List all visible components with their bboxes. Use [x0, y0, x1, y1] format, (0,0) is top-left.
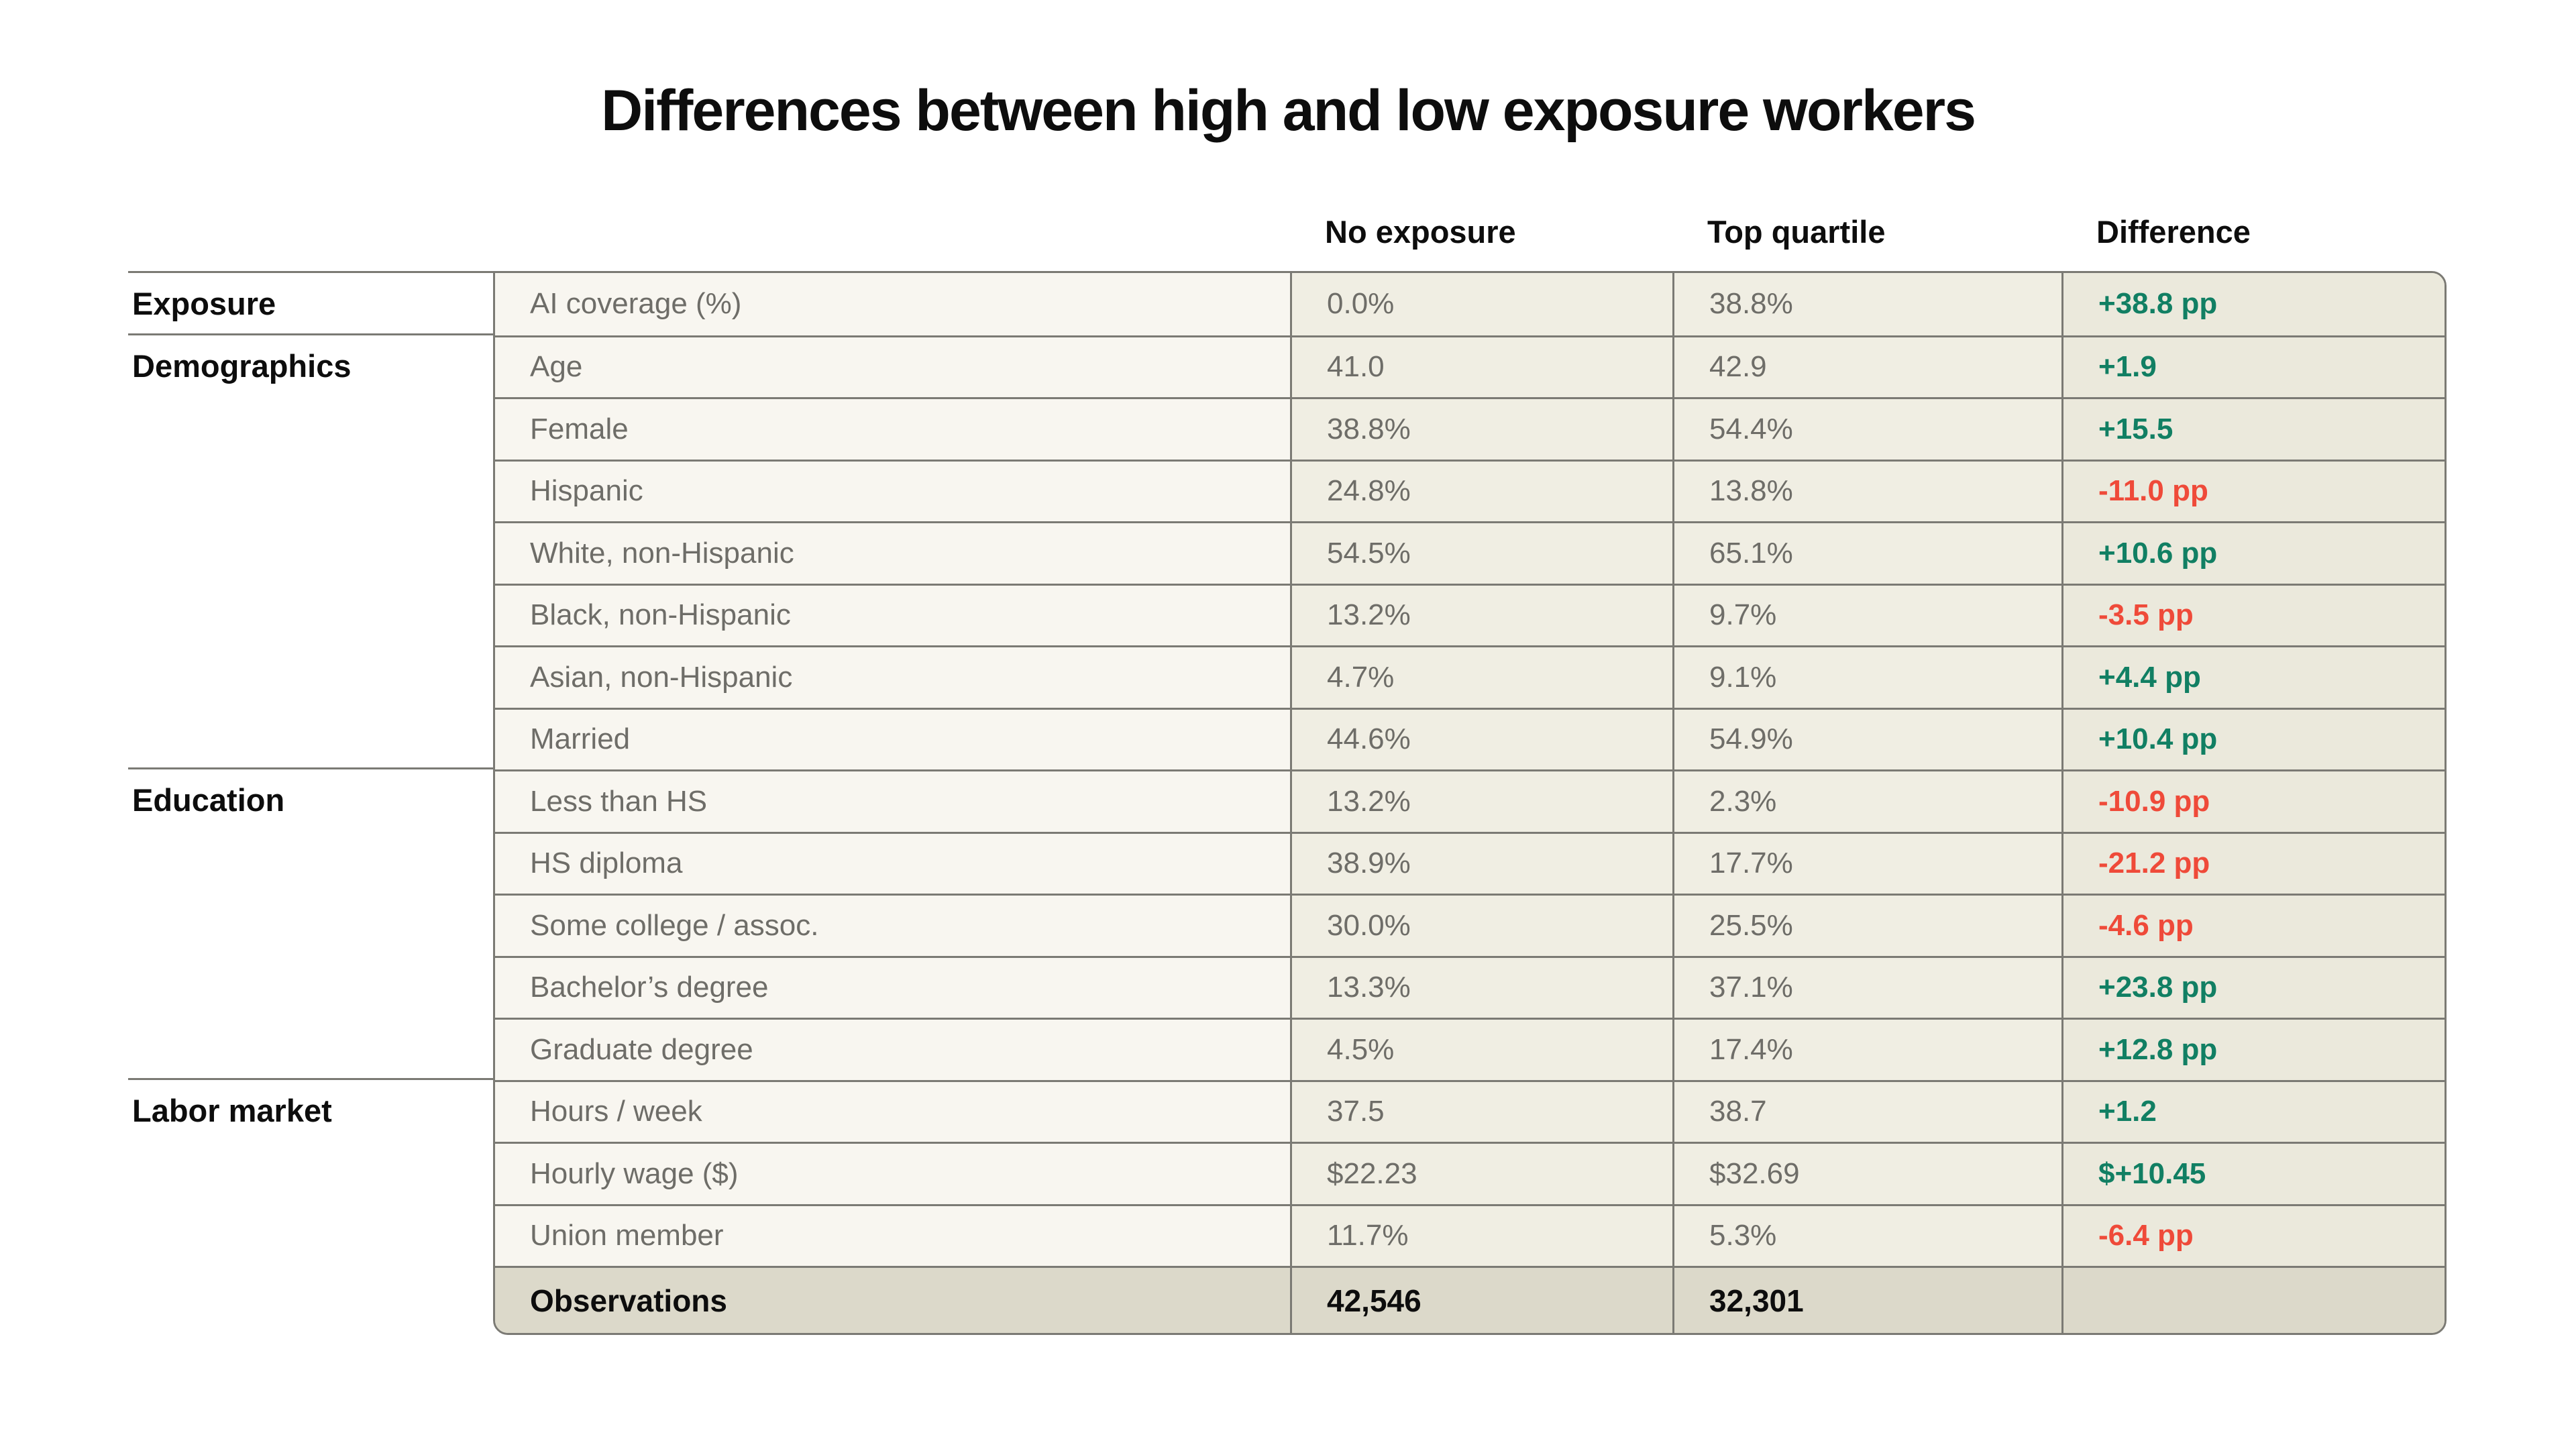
top-quartile-cell: 13.8%	[1672, 459, 2061, 521]
row-label-cell: Less than HS	[495, 769, 1290, 832]
no-exposure-cell: 54.5%	[1290, 521, 1672, 584]
row-label-cell: Hours / week	[495, 1079, 1290, 1142]
observations-no-exposure-cell: 42,546	[1290, 1266, 1672, 1333]
no-exposure-cell: 37.5	[1290, 1079, 1672, 1142]
row-group-column: Exposure Demographics Education Labor marke…	[128, 271, 493, 1335]
no-exposure-cell: 4.7%	[1290, 645, 1672, 708]
no-exposure-cell: 30.0%	[1290, 894, 1672, 956]
no-exposure-cell: 0.0%	[1290, 273, 1672, 335]
top-quartile-cell: 9.7%	[1672, 583, 2061, 645]
no-exposure-cell: 13.2%	[1290, 769, 1672, 832]
no-exposure-cell: 44.6%	[1290, 707, 1672, 769]
no-exposure-cell: 24.8%	[1290, 459, 1672, 521]
row-group-block: Labor market	[128, 1077, 493, 1332]
difference-cell: $+10.45	[2061, 1142, 2445, 1204]
difference-cell: +12.8 pp	[2061, 1018, 2445, 1080]
no-exposure-cell: 4.5%	[1290, 1018, 1672, 1080]
difference-cell: +38.8 pp	[2061, 273, 2445, 335]
top-quartile-cell: 17.7%	[1672, 831, 2061, 894]
row-label-cell: Hourly wage ($)	[495, 1142, 1290, 1204]
row-label-cell: Union member	[495, 1203, 1290, 1266]
no-exposure-cell: 38.8%	[1290, 397, 1672, 460]
top-quartile-cell: 38.8%	[1672, 273, 2061, 335]
difference-cell: +4.4 pp	[2061, 645, 2445, 708]
no-exposure-cell: 38.9%	[1290, 831, 1672, 894]
top-quartile-cell: 38.7	[1672, 1079, 2061, 1142]
top-quartile-cell: 42.9	[1672, 335, 2061, 397]
top-quartile-cell: 54.9%	[1672, 707, 2061, 769]
row-label-cell: Black, non-Hispanic	[495, 583, 1290, 645]
row-label-cell: AI coverage (%)	[495, 273, 1290, 335]
row-label-cell: Married	[495, 707, 1290, 769]
row-label-cell: Graduate degree	[495, 1018, 1290, 1080]
observations-label-cell: Observations	[495, 1266, 1290, 1333]
difference-cell: -10.9 pp	[2061, 769, 2445, 832]
row-label-cell: Female	[495, 397, 1290, 460]
group-label: Education	[132, 782, 285, 818]
row-group-block: Education	[128, 767, 493, 1078]
group-label: Labor market	[132, 1092, 332, 1128]
observations-difference-cell	[2061, 1266, 2445, 1333]
column-header-top-quartile: Top quartile	[1707, 214, 1886, 250]
group-label: Exposure	[132, 286, 276, 321]
top-quartile-cell: 54.4%	[1672, 397, 2061, 460]
row-label-cell: Bachelor’s degree	[495, 955, 1290, 1018]
page-title: Differences between high and low exposur…	[601, 78, 1976, 143]
no-exposure-cell: 13.2%	[1290, 583, 1672, 645]
row-group-block: Demographics	[128, 333, 493, 768]
no-exposure-cell: 11.7%	[1290, 1203, 1672, 1266]
top-quartile-cell: 9.1%	[1672, 645, 2061, 708]
column-header-difference: Difference	[2096, 214, 2251, 250]
top-quartile-cell: 37.1%	[1672, 955, 2061, 1018]
difference-cell: -11.0 pp	[2061, 459, 2445, 521]
no-exposure-cell: 13.3%	[1290, 955, 1672, 1018]
difference-cell: +10.6 pp	[2061, 521, 2445, 584]
difference-cell: +15.5	[2061, 397, 2445, 460]
difference-cell: +1.2	[2061, 1079, 2445, 1142]
top-quartile-cell: 5.3%	[1672, 1203, 2061, 1266]
no-exposure-cell: 41.0	[1290, 335, 1672, 397]
difference-cell: +10.4 pp	[2061, 707, 2445, 769]
difference-cell: -3.5 pp	[2061, 583, 2445, 645]
comparison-table: Exposure Demographics Education Labor marke…	[128, 271, 2447, 1335]
top-quartile-cell: $32.69	[1672, 1142, 2061, 1204]
top-quartile-cell: 65.1%	[1672, 521, 2061, 584]
top-quartile-cell: 25.5%	[1672, 894, 2061, 956]
row-label-cell: Age	[495, 335, 1290, 397]
row-label-cell: Some college / assoc.	[495, 894, 1290, 956]
row-label-cell: White, non-Hispanic	[495, 521, 1290, 584]
row-label-cell: HS diploma	[495, 831, 1290, 894]
top-quartile-cell: 17.4%	[1672, 1018, 2061, 1080]
row-group-block: Exposure	[128, 271, 493, 333]
row-label-cell: Asian, non-Hispanic	[495, 645, 1290, 708]
table-body: AI coverage (%) 0.0% 38.8% +38.8 pp Age 41.0 4…	[493, 271, 2447, 1335]
difference-cell: +23.8 pp	[2061, 955, 2445, 1018]
difference-cell: -6.4 pp	[2061, 1203, 2445, 1266]
top-quartile-cell: 2.3%	[1672, 769, 2061, 832]
group-label: Demographics	[132, 347, 352, 384]
column-header-no-exposure: No exposure	[1325, 214, 1516, 250]
row-label-cell: Hispanic	[495, 459, 1290, 521]
no-exposure-cell: $22.23	[1290, 1142, 1672, 1204]
difference-cell: -4.6 pp	[2061, 894, 2445, 956]
difference-cell: -21.2 pp	[2061, 831, 2445, 894]
observations-top-quartile-cell: 32,301	[1672, 1266, 2061, 1333]
difference-cell: +1.9	[2061, 335, 2445, 397]
